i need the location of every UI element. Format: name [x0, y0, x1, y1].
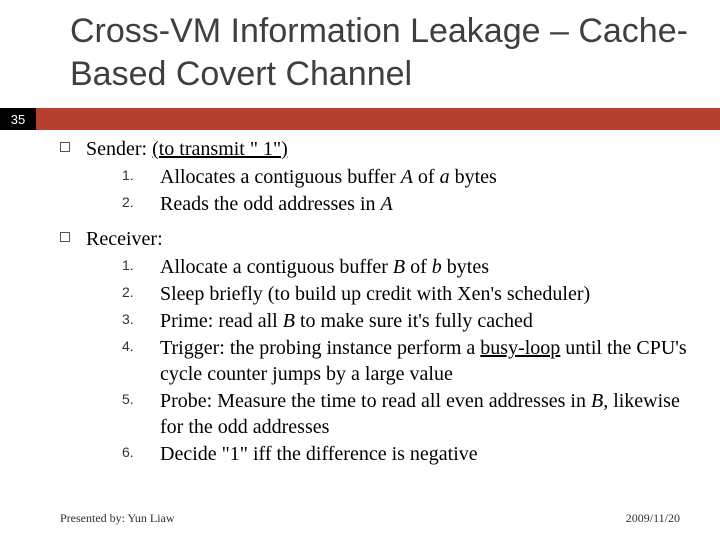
list-item: Allocate a contiguous buffer B of b byte… — [122, 254, 690, 281]
sender-heading-prefix: Sender: — [86, 138, 152, 160]
text: Probe: Measure the time to read all even… — [160, 390, 591, 412]
page-number-badge: 35 — [0, 108, 36, 130]
text: of — [413, 166, 440, 188]
var: B — [591, 390, 603, 412]
var: A — [381, 193, 393, 215]
list-item: Allocates a contiguous buffer A of a byt… — [122, 164, 690, 191]
list-item: Trigger: the probing instance perform a … — [122, 335, 690, 388]
text: Reads the odd addresses in — [160, 193, 381, 215]
text: of — [405, 256, 432, 278]
text: Allocates a contiguous — [160, 166, 347, 188]
var: B — [283, 310, 295, 332]
sender-list: Allocates a contiguous buffer A of a byt… — [60, 164, 690, 218]
footer-date: 2009/11/20 — [626, 511, 680, 526]
sender-heading: Sender: (to transmit " 1") — [60, 136, 690, 162]
var: A — [401, 166, 413, 188]
list-item: Sleep briefly (to build up credit with X… — [122, 281, 690, 308]
text: Prime: read all — [160, 310, 283, 332]
list-item: Prime: read all B to make sure it's full… — [122, 308, 690, 335]
text: Allocate a contiguous — [160, 256, 339, 278]
text: buffer — [339, 256, 393, 278]
receiver-heading: Receiver: — [60, 226, 690, 252]
text: Sleep briefly (to build up credit with X… — [160, 283, 590, 305]
var: a — [440, 166, 450, 188]
text: bytes — [450, 166, 497, 188]
accent-bar — [0, 108, 720, 130]
footer-presenter: Presented by: Yun Liaw — [60, 511, 175, 526]
receiver-list: Allocate a contiguous buffer B of b byte… — [60, 254, 690, 468]
text: buffer — [347, 166, 401, 188]
slide-title: Cross-VM Information Leakage – Cache-Bas… — [70, 10, 700, 95]
list-item: Decide "1" iff the difference is negativ… — [122, 441, 690, 468]
list-item: Probe: Measure the time to read all even… — [122, 388, 690, 441]
var: b — [432, 256, 442, 278]
sender-heading-underlined: (to transmit " 1") — [152, 138, 288, 160]
text: to make sure it's fully cached — [295, 310, 533, 332]
text-underlined: busy-loop — [480, 337, 560, 359]
slide: Cross-VM Information Leakage – Cache-Bas… — [0, 0, 720, 540]
var: B — [393, 256, 405, 278]
text: bytes — [442, 256, 489, 278]
text: Trigger: the probing instance perform a — [160, 337, 480, 359]
text: Decide "1" iff the difference is negativ… — [160, 443, 478, 465]
list-item: Reads the odd addresses in A — [122, 191, 690, 218]
content-area: Sender: (to transmit " 1") Allocates a c… — [60, 136, 690, 476]
